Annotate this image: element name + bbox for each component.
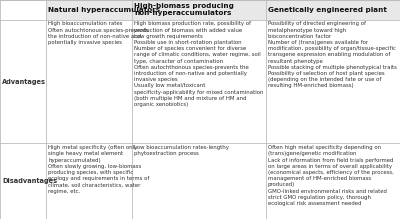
Text: Disadvantages: Disadvantages	[2, 178, 57, 184]
Text: High metal specificity (often only
single heavy metal element
hyperaccumulated)
: High metal specificity (often only singl…	[48, 145, 149, 194]
Text: Often high metal specificity depending on
(trans)gene/genetic modification
Lack : Often high metal specificity depending o…	[268, 145, 394, 206]
Text: High-biomass producing
non-hyperaccumulators: High-biomass producing non-hyperaccumula…	[134, 3, 234, 16]
Text: Advantages: Advantages	[2, 79, 46, 85]
Text: Low bioaccumulation rates-lengthy
phytoextraction process: Low bioaccumulation rates-lengthy phytoe…	[134, 145, 229, 156]
Bar	[266, 0, 400, 20]
Bar	[46, 0, 132, 20]
Bar	[46, 0, 132, 20]
Bar	[132, 0, 266, 20]
Bar	[266, 0, 400, 20]
Text: High bioaccumulation rates
Often autochtonous species-prevents
the introduction : High bioaccumulation rates Often autocht…	[48, 21, 149, 45]
Text: Possibility of directed engineering of
metalphenotype toward high
bioconcentrati: Possibility of directed engineering of m…	[268, 21, 397, 88]
Text: High biomass production rate, possibility of
production of biomass with added va: High biomass production rate, possibilit…	[134, 21, 264, 107]
Bar	[132, 0, 266, 20]
Text: Genetically engineered plant: Genetically engineered plant	[268, 7, 387, 13]
Text: Natural hyperaccumulators: Natural hyperaccumulators	[48, 7, 160, 13]
